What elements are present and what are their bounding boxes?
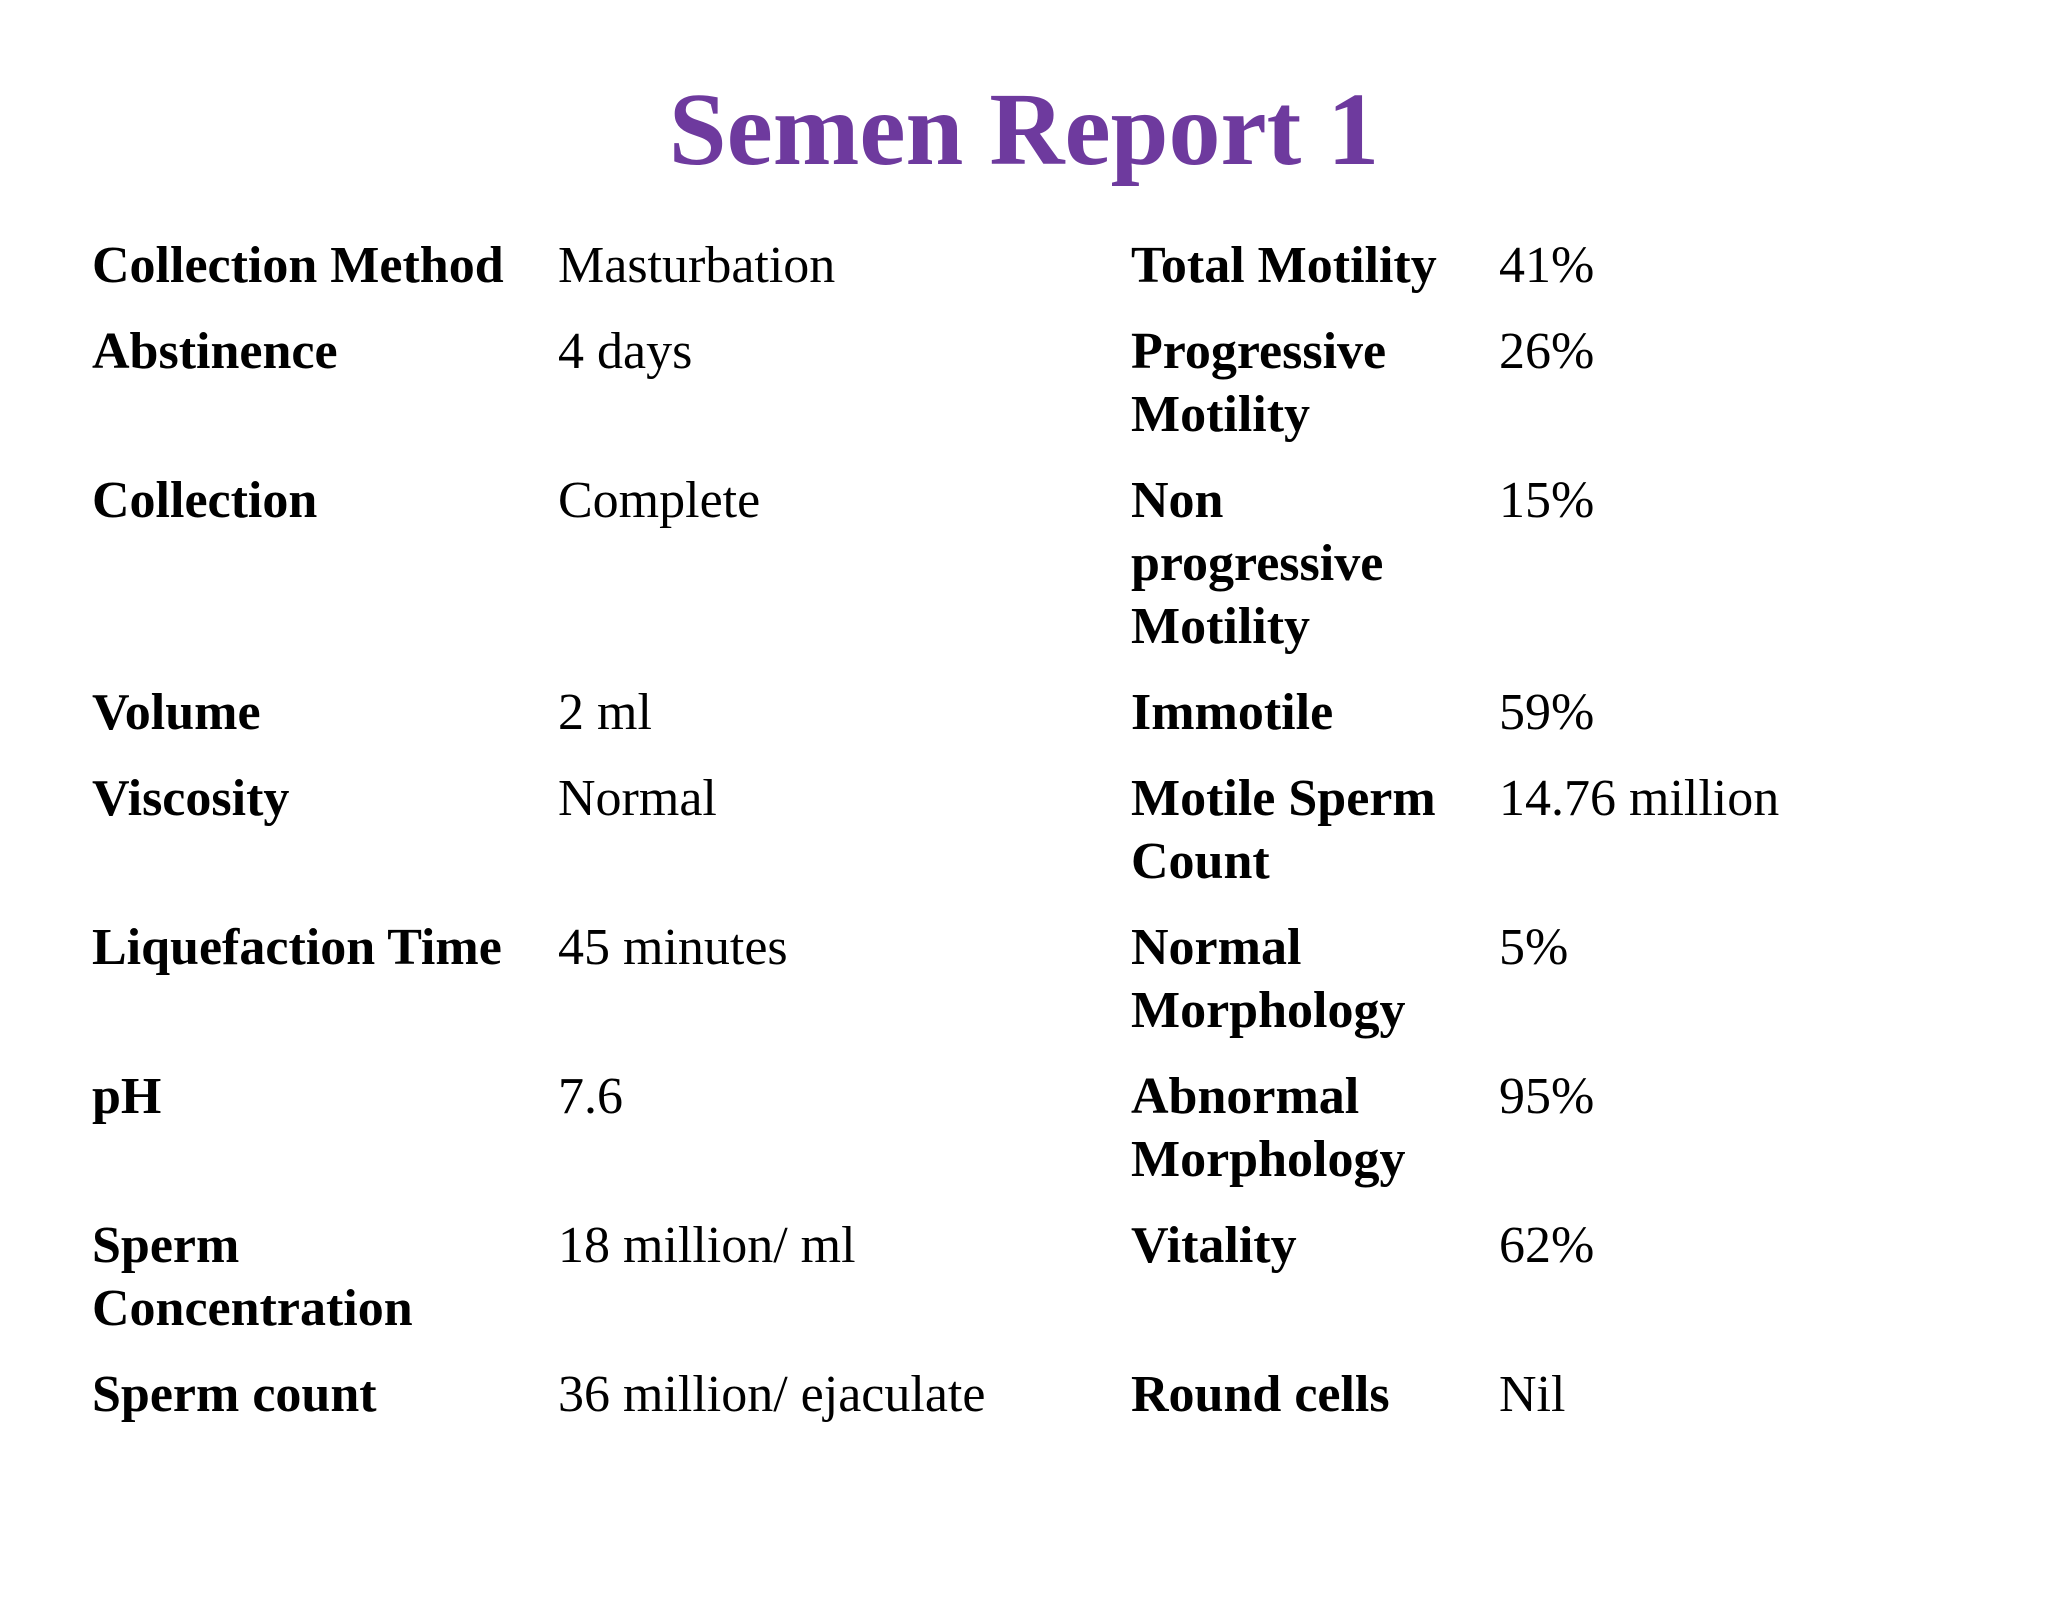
row-value-right: 14.76 million — [1499, 770, 1780, 827]
row-label-left: pH — [92, 1068, 162, 1125]
row-label-left: Liquefaction Time — [92, 919, 502, 976]
row-label-right: Total Motility — [1131, 237, 1437, 294]
row-value-left: 18 million/ ml — [558, 1217, 856, 1274]
row-label-left: Viscosity — [92, 770, 290, 827]
row-value-right: 59% — [1499, 684, 1595, 741]
row-value-right: 95% — [1499, 1068, 1595, 1125]
row-label-left: Volume — [92, 684, 261, 741]
row-label-right: Immotile — [1131, 684, 1334, 741]
row-value-left: 36 million/ ejaculate — [558, 1366, 986, 1423]
row-value-right: 5% — [1499, 919, 1569, 976]
row-value-left: 7.6 — [558, 1068, 623, 1125]
page-title: Semen Report 1 — [668, 72, 1380, 187]
row-value-left: Masturbation — [558, 237, 836, 294]
row-label-left: Sperm Concentration — [92, 1217, 413, 1337]
row-label-right: Progressive Motility — [1131, 323, 1387, 443]
row-label-right: Vitality — [1131, 1217, 1297, 1274]
row-value-right: 62% — [1499, 1217, 1595, 1274]
row-value-right: 41% — [1499, 237, 1595, 294]
slide: Semen Report 1 Collection Method Masturb… — [0, 78, 2048, 1614]
row-value-right: 26% — [1499, 323, 1595, 380]
row-label-left: Abstinence — [92, 323, 338, 380]
row-label-left: Sperm count — [92, 1366, 377, 1423]
row-value-right: Nil — [1499, 1366, 1566, 1423]
row-value-left: 4 days — [558, 323, 693, 380]
row-label-right: Motile Sperm Count — [1131, 770, 1436, 890]
row-label-left: Collection — [92, 472, 318, 529]
row-label-left: Collection Method — [92, 237, 504, 294]
report-table: Collection Method Masturbation Total Mot… — [92, 234, 2048, 1426]
row-label-right: Non progressive Motility — [1131, 472, 1384, 655]
row-value-right: 15% — [1499, 472, 1595, 529]
row-label-right: Round cells — [1131, 1366, 1390, 1423]
row-value-left: 2 ml — [558, 684, 652, 741]
row-value-left: Normal — [558, 770, 717, 827]
row-value-left: 45 minutes — [558, 919, 788, 976]
row-label-right: Normal Morphology — [1131, 919, 1406, 1039]
row-value-left: Complete — [558, 472, 761, 529]
row-label-right: Abnormal Morphology — [1131, 1068, 1406, 1188]
